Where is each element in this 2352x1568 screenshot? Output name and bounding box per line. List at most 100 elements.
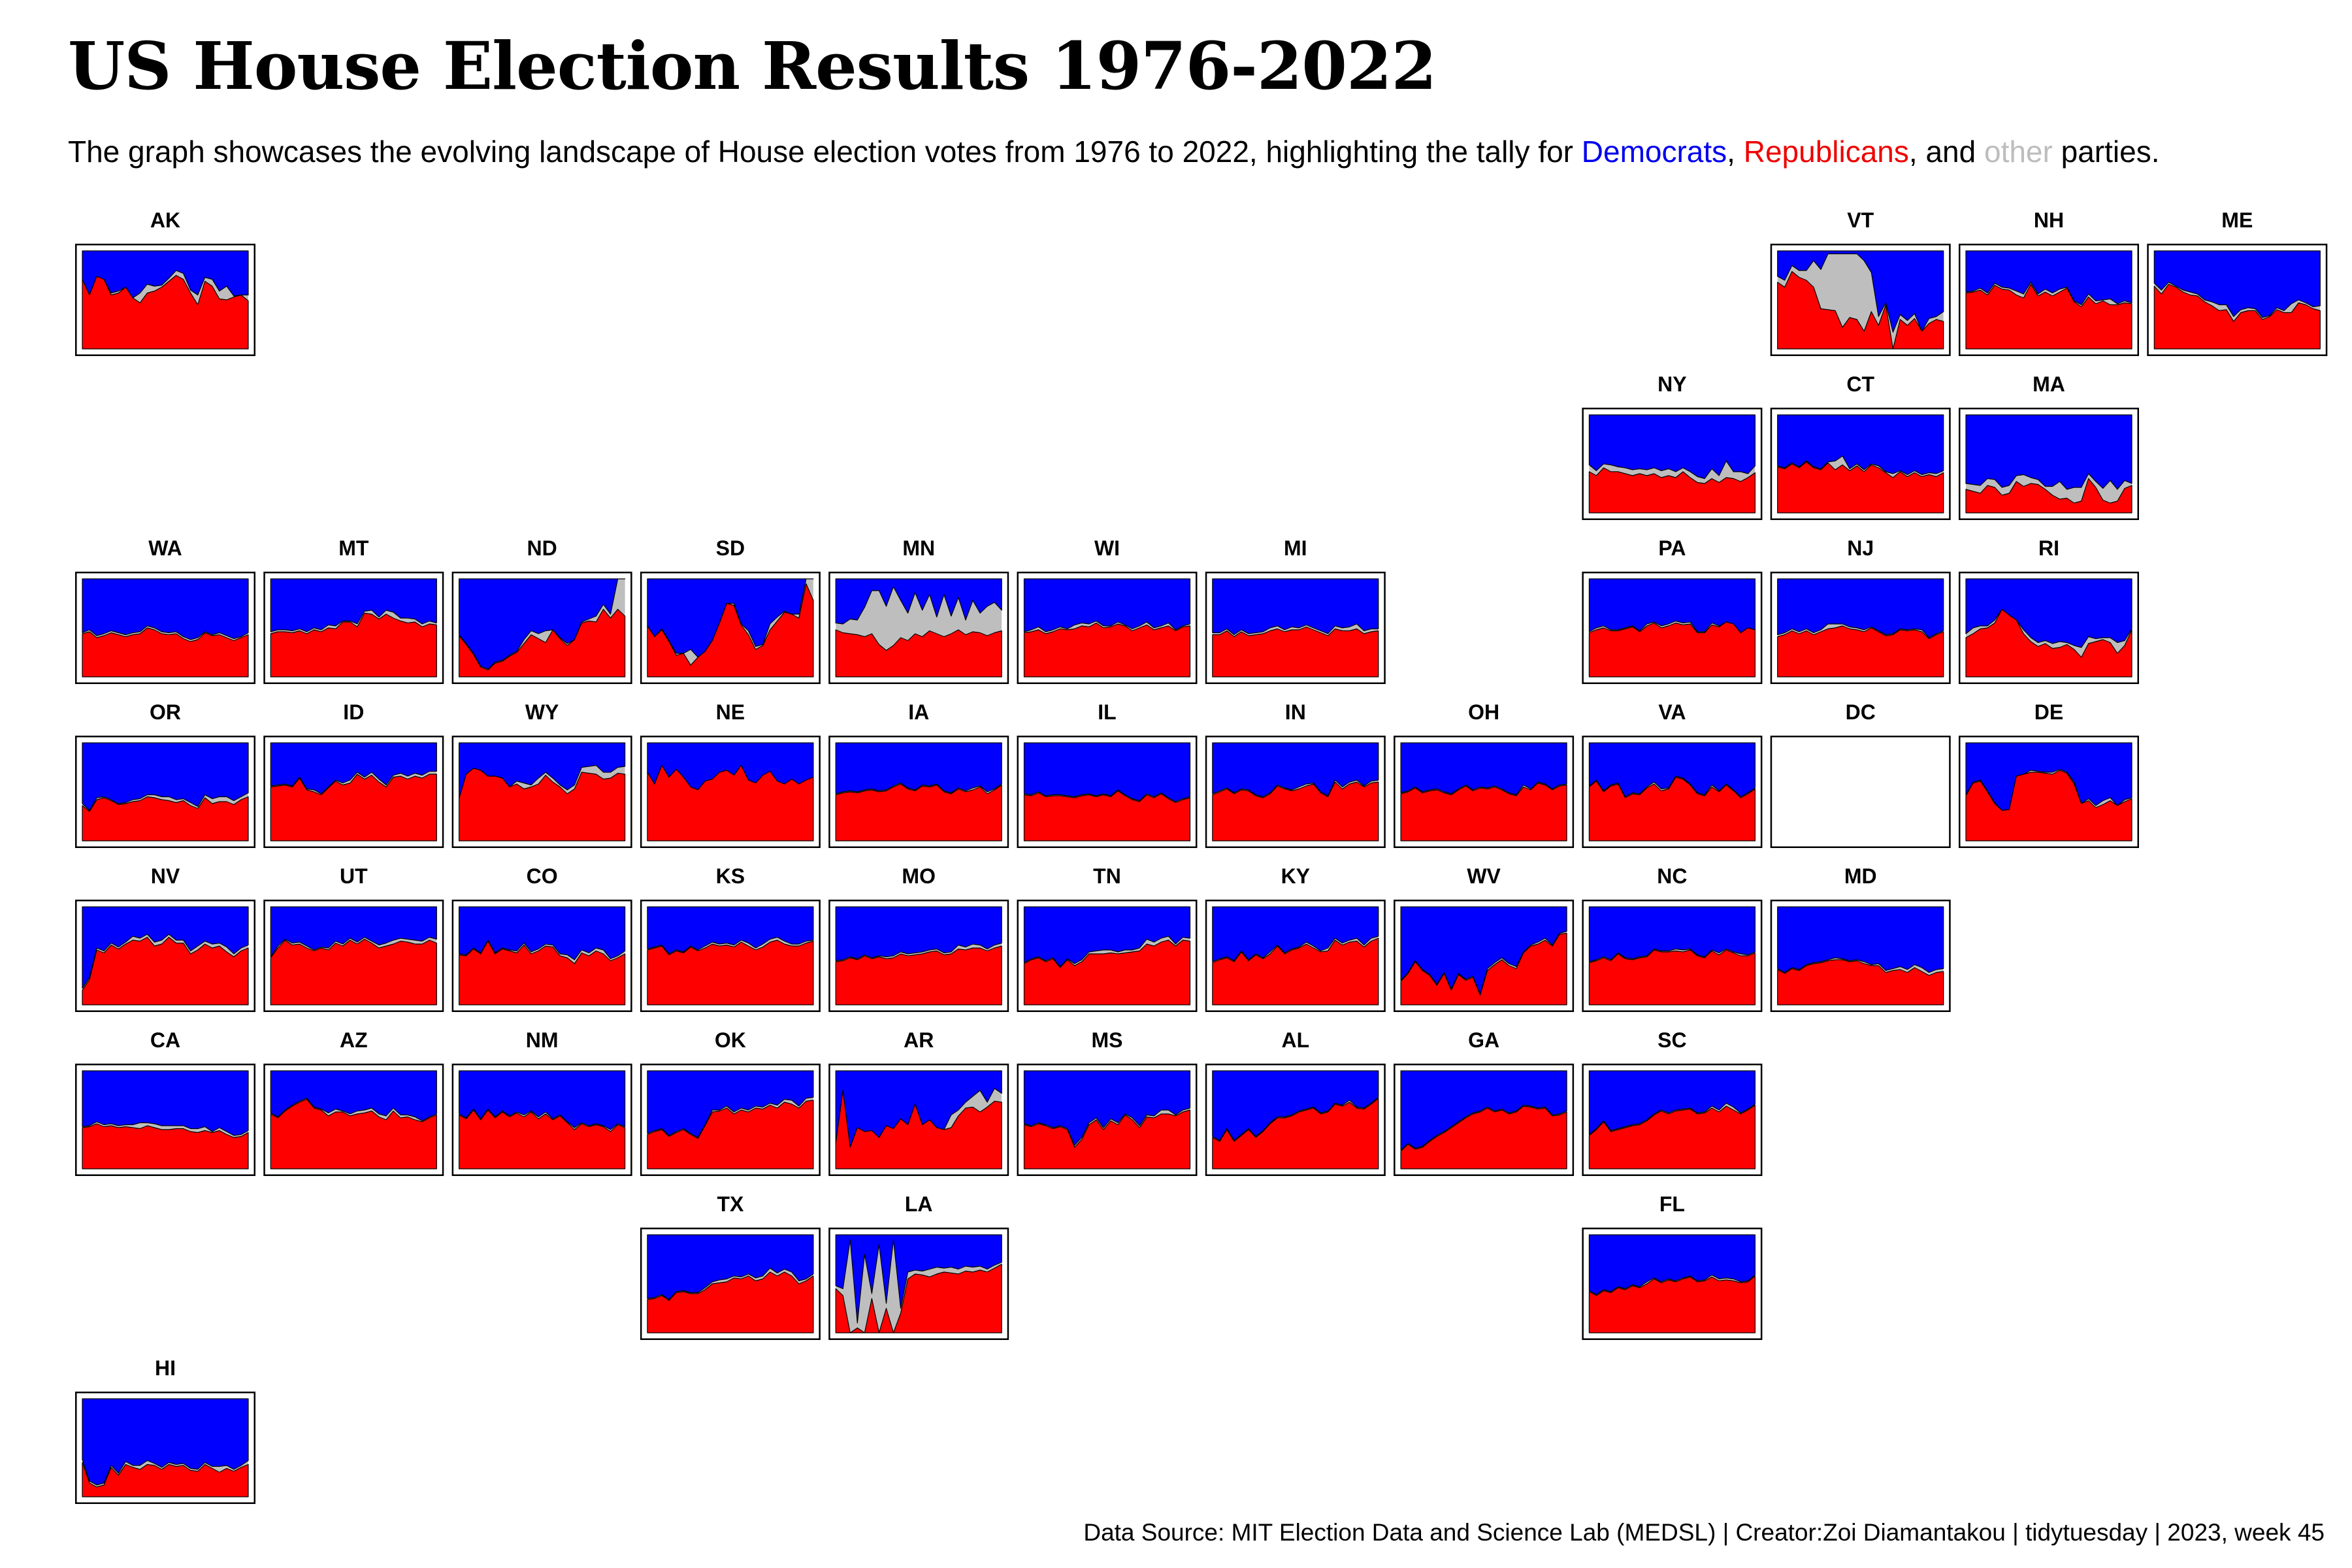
- state-panel-de: DE: [1959, 700, 2139, 848]
- panel-border: [452, 900, 632, 1012]
- state-label: SC: [1658, 1028, 1686, 1052]
- state-label: TN: [1093, 864, 1121, 888]
- panel-border: [1017, 900, 1197, 1012]
- panel-border: [828, 1228, 1009, 1340]
- democrat-area: [270, 742, 437, 794]
- state-label: MO: [902, 864, 936, 888]
- republican-area: [458, 1109, 626, 1169]
- state-panel-ok: OK: [640, 1028, 821, 1176]
- state-label: OR: [150, 700, 181, 724]
- democrat-area: [835, 578, 1002, 625]
- panel-border: [1959, 408, 2139, 520]
- state-panel-vt: VT: [1770, 208, 1951, 356]
- panel-border: [1582, 736, 1762, 848]
- republican-area: [1777, 959, 1944, 1005]
- republican-area: [647, 1271, 814, 1333]
- state-label: NV: [151, 864, 180, 888]
- state-panel-nm: NM: [451, 1028, 632, 1176]
- state-panel-ms: MS: [1017, 1028, 1198, 1176]
- state-label: ME: [2221, 208, 2253, 232]
- state-panel-ct: CT: [1770, 372, 1951, 520]
- state-panel-nh: NH: [1959, 208, 2139, 356]
- republican-area: [647, 764, 814, 841]
- democrat-area: [82, 1070, 249, 1136]
- state-panel-mn: MN: [828, 536, 1009, 684]
- panel-border: [1017, 572, 1197, 684]
- state-label: CO: [527, 864, 558, 888]
- panel-border: [1394, 900, 1574, 1012]
- democrat-area: [458, 1070, 626, 1130]
- panel-border: [452, 736, 632, 848]
- state-label: CA: [150, 1028, 180, 1052]
- republican-area: [647, 939, 814, 1005]
- panel-border: [640, 736, 821, 848]
- republican-area: [835, 945, 1002, 1005]
- source-caption: Data Source: MIT Election Data and Scien…: [1083, 1519, 2325, 1546]
- state-label: KY: [1281, 864, 1310, 888]
- state-panel-wv: WV: [1394, 864, 1575, 1012]
- state-label: VT: [1847, 208, 1874, 232]
- panel-border: [452, 1064, 632, 1176]
- panel-border: [1394, 1064, 1574, 1176]
- democrat-area: [1400, 906, 1567, 995]
- panel-border: [1394, 736, 1574, 848]
- state-label: AR: [904, 1028, 934, 1052]
- state-label: NJ: [1847, 536, 1874, 560]
- democrat-area: [1212, 1070, 1379, 1141]
- republican-area: [1588, 467, 1756, 514]
- state-label: NH: [2034, 208, 2064, 232]
- state-label: IA: [908, 700, 929, 724]
- democrat-area: [1965, 414, 2132, 490]
- panel-border: [1771, 408, 1951, 520]
- state-label: WV: [1467, 864, 1501, 888]
- republican-area: [270, 1098, 437, 1169]
- state-panel-me: ME: [2147, 208, 2328, 356]
- state-panel-il: IL: [1017, 700, 1198, 848]
- state-panel-sc: SC: [1582, 1028, 1763, 1176]
- republican-area: [270, 774, 437, 841]
- democrat-area: [1023, 578, 1191, 632]
- state-panel-mi: MI: [1205, 536, 1386, 684]
- state-label: WA: [148, 536, 182, 560]
- state-panel-mt: MT: [263, 536, 444, 684]
- democrat-area: [835, 1234, 1002, 1324]
- democrat-area: [1777, 578, 1944, 638]
- state-panel-al: AL: [1205, 1028, 1386, 1176]
- state-label: FL: [1659, 1192, 1685, 1216]
- subtitle-sep-2: , and: [1908, 135, 1984, 169]
- state-panel-ak: AK: [75, 208, 255, 356]
- state-panel-tn: TN: [1017, 864, 1198, 1012]
- state-panel-id: ID: [263, 700, 444, 848]
- state-label: WI: [1094, 536, 1120, 560]
- republican-area: [1400, 782, 1567, 841]
- democrat-area: [835, 742, 1002, 794]
- republican-area: [82, 1123, 249, 1169]
- panel-frame: [1770, 736, 1951, 848]
- panel-border: [1205, 736, 1386, 848]
- democrat-area: [458, 578, 626, 670]
- panel-border: [1017, 736, 1197, 848]
- state-panel-ny: NY: [1582, 372, 1763, 520]
- state-panel-wa: WA: [75, 536, 255, 684]
- page-subtitle: The graph showcases the evolving landsca…: [68, 134, 2159, 169]
- panel-border: [828, 572, 1009, 684]
- state-label: MN: [902, 536, 935, 560]
- democrat-area: [1777, 250, 1944, 333]
- subtitle-republicans: Republicans: [1743, 135, 1909, 169]
- state-panel-wi: WI: [1017, 536, 1198, 684]
- state-panel-ar: AR: [828, 1028, 1009, 1176]
- state-panel-va: VA: [1582, 700, 1763, 848]
- panel-border: [640, 572, 821, 684]
- state-label: MA: [2033, 372, 2065, 396]
- state-label: ID: [343, 700, 364, 724]
- republican-area: [82, 1462, 249, 1497]
- state-panel-ky: KY: [1205, 864, 1386, 1012]
- panel-border: [263, 736, 444, 848]
- democrat-area: [1965, 742, 2132, 811]
- panel-border: [1582, 572, 1762, 684]
- democrat-area: [270, 906, 437, 958]
- panel-border: [452, 572, 632, 684]
- state-panel-ma: MA: [1959, 372, 2139, 520]
- republican-area: [1777, 270, 1944, 350]
- state-label: IN: [1285, 700, 1306, 724]
